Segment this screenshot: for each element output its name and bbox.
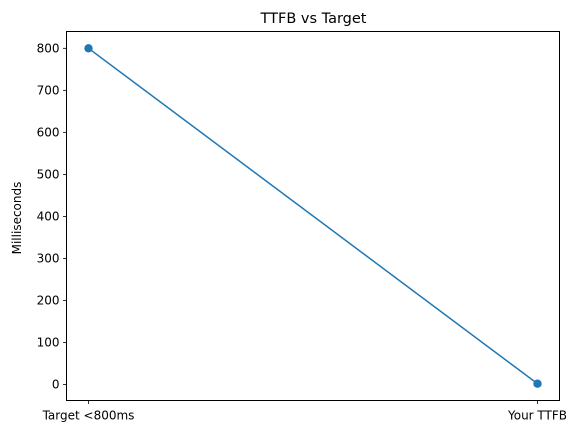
data-point [84, 44, 93, 53]
y-tick-label: 600 [37, 125, 60, 139]
y-tick-label: 300 [37, 251, 60, 265]
series-line [88, 47, 538, 385]
y-tick-label: 100 [37, 336, 60, 350]
y-tick-label: 500 [37, 167, 60, 181]
y-tick-label: 700 [37, 83, 60, 97]
series-layer [84, 44, 542, 388]
y-tick-label: 800 [37, 41, 60, 55]
x-axis-ticks: Target <800ms Your TTFB [42, 400, 567, 423]
y-tick-label: 200 [37, 293, 60, 307]
x-tick-label: Target <800ms [42, 409, 135, 423]
data-point [533, 379, 542, 388]
plot-frame [66, 31, 560, 401]
y-tick-label: 400 [37, 209, 60, 223]
y-tick-label: 0 [52, 378, 60, 392]
y-axis-ticks: 0 100 200 300 400 500 600 700 800 [37, 41, 67, 392]
x-tick-label: Your TTFB [507, 409, 567, 423]
y-axis-title: Milliseconds [10, 182, 24, 255]
chart-title: TTFB vs Target [260, 11, 367, 27]
